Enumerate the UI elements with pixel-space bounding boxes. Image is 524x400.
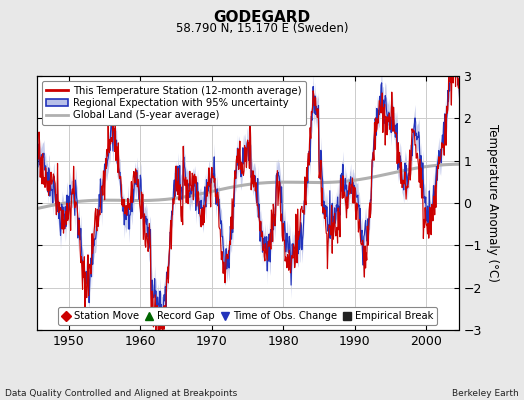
Text: Data Quality Controlled and Aligned at Breakpoints: Data Quality Controlled and Aligned at B… — [5, 389, 237, 398]
Text: GODEGARD: GODEGARD — [213, 10, 311, 25]
Text: 58.790 N, 15.170 E (Sweden): 58.790 N, 15.170 E (Sweden) — [176, 22, 348, 35]
Y-axis label: Temperature Anomaly (°C): Temperature Anomaly (°C) — [486, 124, 499, 282]
Text: Berkeley Earth: Berkeley Earth — [452, 389, 519, 398]
Legend: Station Move, Record Gap, Time of Obs. Change, Empirical Break: Station Move, Record Gap, Time of Obs. C… — [58, 307, 437, 325]
